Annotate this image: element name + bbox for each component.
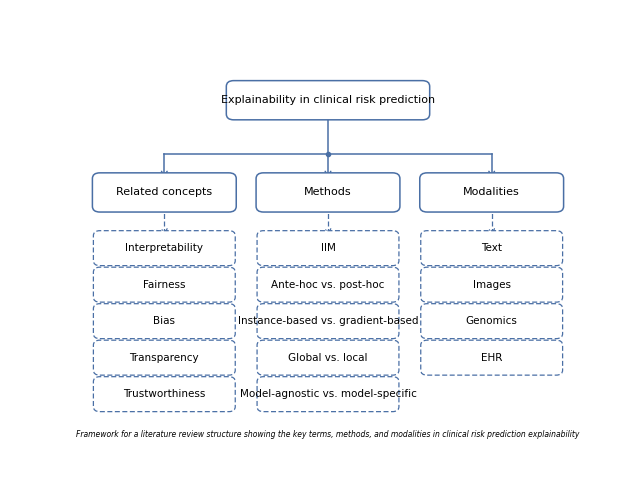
Text: Images: Images — [473, 279, 511, 289]
FancyBboxPatch shape — [227, 81, 429, 120]
Text: Trustworthiness: Trustworthiness — [123, 389, 205, 399]
Text: Text: Text — [481, 243, 502, 253]
FancyBboxPatch shape — [257, 231, 399, 265]
Text: Modalities: Modalities — [463, 188, 520, 198]
Text: Related concepts: Related concepts — [116, 188, 212, 198]
FancyBboxPatch shape — [257, 340, 399, 375]
FancyBboxPatch shape — [256, 173, 400, 212]
Text: Model-agnostic vs. model-specific: Model-agnostic vs. model-specific — [239, 389, 417, 399]
Text: Genomics: Genomics — [466, 316, 518, 326]
Text: Ante-hoc vs. post-hoc: Ante-hoc vs. post-hoc — [271, 279, 385, 289]
FancyBboxPatch shape — [257, 267, 399, 302]
FancyBboxPatch shape — [93, 304, 236, 339]
FancyBboxPatch shape — [93, 267, 236, 302]
Text: IIM: IIM — [321, 243, 335, 253]
Text: Bias: Bias — [154, 316, 175, 326]
Text: Methods: Methods — [304, 188, 352, 198]
Text: Instance-based vs. gradient-based: Instance-based vs. gradient-based — [237, 316, 419, 326]
FancyBboxPatch shape — [420, 173, 564, 212]
FancyBboxPatch shape — [92, 173, 236, 212]
Text: Explainability in clinical risk prediction: Explainability in clinical risk predicti… — [221, 95, 435, 105]
FancyBboxPatch shape — [257, 377, 399, 412]
FancyBboxPatch shape — [93, 231, 236, 265]
FancyBboxPatch shape — [93, 340, 236, 375]
Text: Interpretability: Interpretability — [125, 243, 204, 253]
Text: Global vs. local: Global vs. local — [288, 353, 368, 363]
FancyBboxPatch shape — [257, 304, 399, 339]
FancyBboxPatch shape — [93, 377, 236, 412]
FancyBboxPatch shape — [420, 340, 563, 375]
Text: EHR: EHR — [481, 353, 502, 363]
FancyBboxPatch shape — [420, 304, 563, 339]
FancyBboxPatch shape — [420, 267, 563, 302]
Text: Transparency: Transparency — [129, 353, 199, 363]
Text: Framework for a literature review structure showing the key terms, methods, and : Framework for a literature review struct… — [76, 431, 580, 440]
Text: Fairness: Fairness — [143, 279, 186, 289]
FancyBboxPatch shape — [420, 231, 563, 265]
